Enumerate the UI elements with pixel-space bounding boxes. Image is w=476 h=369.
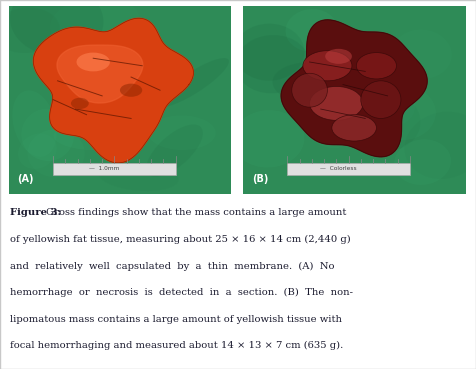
Ellipse shape <box>77 52 110 72</box>
Ellipse shape <box>158 58 229 107</box>
Ellipse shape <box>332 115 377 141</box>
Ellipse shape <box>28 129 85 177</box>
Text: hemorrhage  or  necrosis  is  detected  in  a  section.  (B)  The  non-: hemorrhage or necrosis is detected in a … <box>10 288 354 297</box>
Ellipse shape <box>234 24 305 81</box>
Ellipse shape <box>405 112 476 179</box>
Ellipse shape <box>292 73 327 107</box>
Ellipse shape <box>146 124 203 177</box>
Ellipse shape <box>361 81 401 118</box>
Ellipse shape <box>394 139 451 185</box>
Ellipse shape <box>369 86 436 140</box>
Text: —  1.0mm: — 1.0mm <box>89 166 120 171</box>
Bar <box>288 163 410 175</box>
Ellipse shape <box>325 49 352 64</box>
Text: Figure 3:: Figure 3: <box>10 208 61 217</box>
Ellipse shape <box>286 9 338 52</box>
Ellipse shape <box>10 0 103 56</box>
Text: (B): (B) <box>252 174 268 184</box>
Text: lipomatous mass contains a large amount of yellowish tissue with: lipomatous mass contains a large amount … <box>10 315 342 324</box>
Ellipse shape <box>98 162 178 191</box>
Ellipse shape <box>298 110 347 148</box>
Ellipse shape <box>50 0 139 50</box>
Text: —  Colorless: — Colorless <box>320 166 357 171</box>
Ellipse shape <box>361 84 415 126</box>
Text: and  relatively  well  capsulated  by  a  thin  membrane.  (A)  No: and relatively well capsulated by a thin… <box>10 262 335 271</box>
Text: of yellowish fat tissue, measuring about 25 × 16 × 14 cm (2,440 g): of yellowish fat tissue, measuring about… <box>10 235 351 244</box>
Ellipse shape <box>148 115 216 150</box>
Ellipse shape <box>232 110 305 168</box>
Polygon shape <box>33 18 193 163</box>
Polygon shape <box>57 45 143 103</box>
Ellipse shape <box>18 133 57 169</box>
Ellipse shape <box>0 7 60 53</box>
Ellipse shape <box>71 98 89 109</box>
Ellipse shape <box>303 51 352 81</box>
Text: focal hemorrhaging and measured about 14 × 13 × 7 cm (635 g).: focal hemorrhaging and measured about 14… <box>10 341 344 351</box>
Ellipse shape <box>309 86 363 120</box>
Polygon shape <box>281 20 427 157</box>
Ellipse shape <box>273 62 359 106</box>
Ellipse shape <box>357 52 397 79</box>
Ellipse shape <box>53 123 129 150</box>
Ellipse shape <box>12 90 57 157</box>
Ellipse shape <box>351 92 420 151</box>
Ellipse shape <box>235 35 309 93</box>
Ellipse shape <box>392 30 452 79</box>
Text: Gross findings show that the mass contains a large amount: Gross findings show that the mass contai… <box>43 208 346 217</box>
Bar <box>53 163 176 175</box>
Text: (A): (A) <box>18 174 34 184</box>
Ellipse shape <box>120 84 142 97</box>
Ellipse shape <box>21 108 74 161</box>
